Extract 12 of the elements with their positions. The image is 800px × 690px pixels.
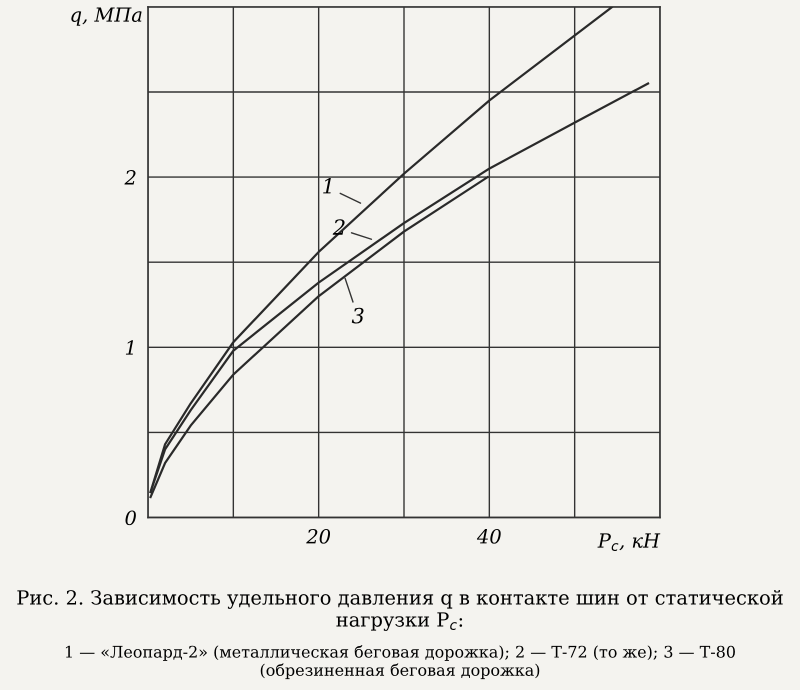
- annotation: 3: [352, 308, 364, 324]
- annotation: 2: [332, 219, 345, 235]
- y-tick-label: 0: [126, 510, 136, 526]
- y-axis-title: q, МПа: [71, 8, 142, 26]
- annotation: 1: [323, 178, 331, 194]
- x-tick-label: 20: [306, 528, 330, 544]
- y-tick-label: 2: [124, 170, 136, 184]
- x-axis-title: P$_{c}$, кН: [597, 533, 660, 551]
- text: Рис. 2. Зависимость удельного давления q в контакте шин от статической нагрузки P$_{c}$:: [17, 590, 783, 631]
- x-tick-label: 40: [476, 528, 501, 544]
- text: 1 — «Леопард-2» (металлическая беговая дорожка); 2 — Т-72 (то же); 3 — Т-80 (обрезиненная беговая дорожка): [66, 645, 735, 680]
- y-tick-label: 1: [126, 340, 134, 355]
